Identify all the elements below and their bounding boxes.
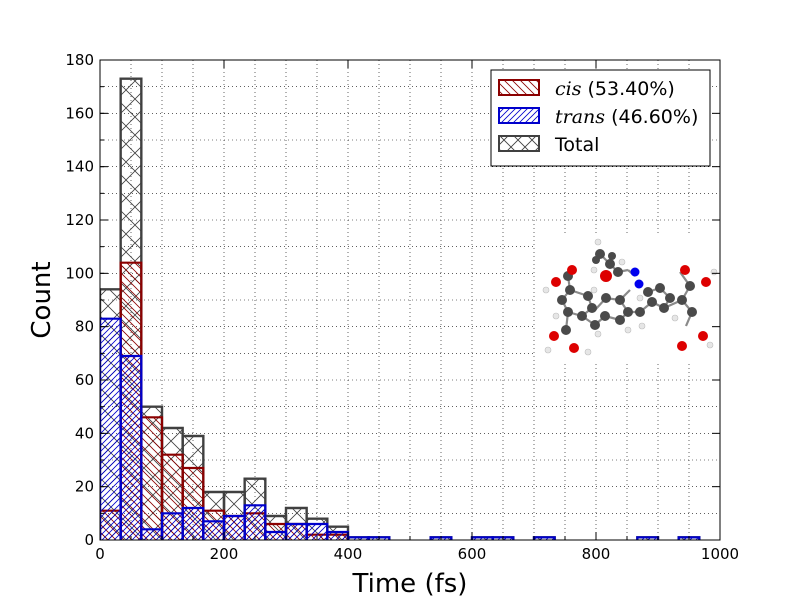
trans-bar-fill [100, 318, 121, 540]
legend-label: trans (46.60%) [555, 106, 698, 128]
x-tick-label: 0 [95, 545, 105, 563]
molecule-inset-image [535, 235, 720, 363]
legend-label: cis (53.40%) [555, 78, 675, 100]
legend-entry-total: Total [498, 134, 599, 156]
y-tick-label: 40 [75, 424, 94, 442]
trans-bar-fill [265, 532, 286, 540]
trans-bar-fill [472, 537, 493, 540]
trans-bar-fill [348, 537, 369, 540]
x-tick-label: 600 [458, 545, 487, 563]
legend-swatch [498, 107, 540, 124]
y-tick-label: 100 [65, 264, 94, 282]
y-axis-label: Count [27, 261, 57, 338]
trans-bar-fill [224, 516, 245, 540]
legend-label: Total [554, 134, 599, 156]
cis-bar [181, 466, 205, 540]
y-tick-label: 80 [75, 318, 94, 336]
y-tick-label: 0 [84, 531, 94, 549]
y-tick-label: 120 [65, 211, 94, 229]
legend-entry-trans: trans (46.60%) [498, 106, 698, 128]
y-tick-label: 140 [65, 158, 94, 176]
trans-bar-fill [637, 537, 658, 540]
x-tick-label: 1000 [701, 545, 739, 563]
trans-bar-fill [182, 508, 204, 540]
trans-bar [119, 354, 143, 540]
trans-bar-fill [141, 529, 162, 540]
legend: cis (53.40%) trans (46.60%) Total [490, 69, 711, 167]
y-tick-label: 60 [75, 371, 94, 389]
trans-bar-fill [203, 521, 224, 540]
x-tick-label: 200 [210, 545, 239, 563]
trans-bar-fill [162, 513, 183, 540]
y-tick-label: 160 [65, 104, 94, 122]
legend-swatch [498, 79, 540, 96]
x-axis-label: Time (fs) [352, 569, 468, 599]
trans-bar-fill [306, 524, 328, 540]
trans-bar-fill [244, 505, 266, 540]
x-tick-label: 800 [582, 545, 611, 563]
legend-swatch [498, 135, 540, 152]
bars-layer [100, 77, 701, 540]
trans-bar-fill [327, 532, 348, 540]
cis-bar-fill [141, 417, 162, 540]
trans-bar [243, 504, 267, 540]
y-tick-label: 20 [75, 478, 94, 496]
trans-bar-fill [120, 356, 142, 540]
x-tick-label: 400 [334, 545, 363, 563]
trans-bar-fill [286, 524, 307, 540]
axis-ticks: 0 200 400 600 800 1000 0 20 40 60 80 100 120 140 160 18… [65, 51, 739, 563]
legend-entry-cis: cis (53.40%) [498, 78, 675, 100]
y-tick-label: 180 [65, 51, 94, 69]
trans-bar-fill [534, 537, 555, 540]
